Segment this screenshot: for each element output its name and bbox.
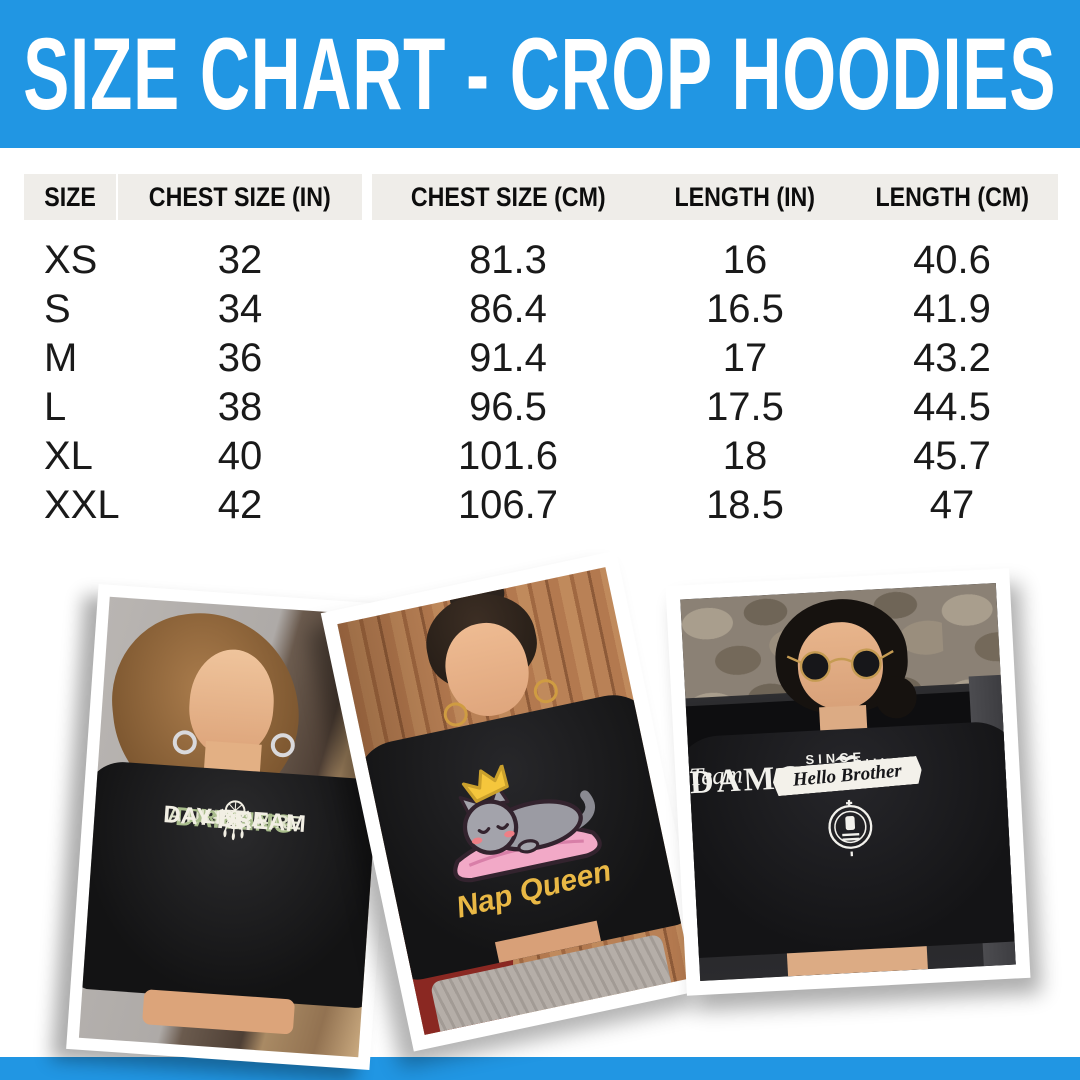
cell-chest-cm: 81.3 xyxy=(469,238,547,282)
nap-queen-cat-graphic xyxy=(452,764,602,883)
table-row-l: L 38 96.5 17.5 44.5 xyxy=(0,383,1080,432)
cell-chest-cm: 86.4 xyxy=(469,287,547,331)
hoodie-design-darling: DARLING I'M A NIGHTMARE DRESSED LIKE A xyxy=(95,800,374,841)
photo-darling-scene: DARLING I'M A NIGHTMARE DRESSED LIKE A xyxy=(78,596,390,1058)
table-row-xxl: XXL 42 106.7 18.5 47 xyxy=(0,481,1080,530)
table-row-xl: XL 40 101.6 18 45.7 xyxy=(0,432,1080,481)
column-header-length-cm: LENGTH (CM) xyxy=(846,174,1058,220)
cell-length-cm: 43.2 xyxy=(913,336,991,380)
footer-accent-bar xyxy=(0,1057,1080,1080)
sunglasses-icon xyxy=(786,648,894,683)
cell-length-cm: 45.7 xyxy=(913,434,991,478)
cell-length-cm: 47 xyxy=(929,483,975,527)
cell-chest-cm: 106.7 xyxy=(457,483,559,527)
cell-length-in: 16.5 xyxy=(706,287,784,331)
cell-size: XS xyxy=(44,238,98,282)
design-line-since: SINCE... xyxy=(689,748,1005,767)
crow-icon xyxy=(834,754,859,762)
cell-length-cm: 44.5 xyxy=(913,385,991,429)
cell-length-cm: 41.9 xyxy=(913,287,991,331)
photo-team-damon-hoodie: Team DAMON SINCE... Hello Brother xyxy=(665,568,1031,996)
black-crop-hoodie xyxy=(78,759,389,1010)
photo-nap-queen-scene: Nap Queen xyxy=(337,567,693,1035)
column-header-length-in: LENGTH (IN) xyxy=(644,174,846,220)
cell-chest-in: 32 xyxy=(217,238,263,282)
size-table-body: XS 32 81.3 16 40.6 S 34 86.4 16.5 41.9 M… xyxy=(0,236,1080,530)
column-header-chest-cm: CHEST SIZE (CM) xyxy=(372,174,644,220)
cell-length-in: 17 xyxy=(722,336,768,380)
crest-emblem-icon xyxy=(828,800,873,857)
cell-size: L xyxy=(44,385,67,429)
cell-length-cm: 40.6 xyxy=(913,238,991,282)
cell-chest-cm: 101.6 xyxy=(457,434,559,478)
cell-length-in: 17.5 xyxy=(706,385,784,429)
page-title: SIZE CHART - CROP HOODIES xyxy=(23,17,1057,131)
column-header-size: SIZE xyxy=(24,174,116,220)
cell-size: M xyxy=(44,336,78,380)
table-row-xs: XS 32 81.3 16 40.6 xyxy=(0,236,1080,285)
cell-chest-in: 34 xyxy=(217,287,263,331)
earring-icon xyxy=(269,732,296,758)
hoodie-design-team-damon: Team DAMON SINCE... Hello Brother xyxy=(689,748,1010,866)
cell-length-in: 18 xyxy=(722,434,768,478)
photo-darling-hoodie: DARLING I'M A NIGHTMARE DRESSED LIKE A xyxy=(66,583,402,1071)
photo-team-damon-scene: Team DAMON SINCE... Hello Brother xyxy=(680,582,1016,982)
header-band: SIZE CHART - CROP HOODIES xyxy=(0,0,1080,148)
size-table-header: SIZE CHEST SIZE (IN) CHEST SIZE (CM) LEN… xyxy=(0,174,1080,220)
cell-chest-cm: 96.5 xyxy=(469,385,547,429)
cell-length-in: 16 xyxy=(722,238,768,282)
photo-nap-queen-hoodie: Nap Queen xyxy=(320,550,710,1052)
dreamcatcher-icon xyxy=(223,800,246,841)
cell-chest-in: 36 xyxy=(217,336,263,380)
cell-size: S xyxy=(44,287,71,331)
cell-size: XXL xyxy=(44,483,120,527)
cell-length-in: 18.5 xyxy=(706,483,784,527)
cell-chest-cm: 91.4 xyxy=(469,336,547,380)
cell-chest-in: 42 xyxy=(217,483,263,527)
cell-chest-in: 38 xyxy=(217,385,263,429)
hoop-earring-icon xyxy=(531,676,561,706)
design-line-4: DAY DREAM xyxy=(95,800,374,841)
table-row-m: M 36 91.4 17 43.2 xyxy=(0,334,1080,383)
cell-size: XL xyxy=(44,434,93,478)
column-header-chest-in: CHEST SIZE (IN) xyxy=(118,174,362,220)
cell-chest-in: 40 xyxy=(217,434,263,478)
table-row-s: S 34 86.4 16.5 41.9 xyxy=(0,285,1080,334)
